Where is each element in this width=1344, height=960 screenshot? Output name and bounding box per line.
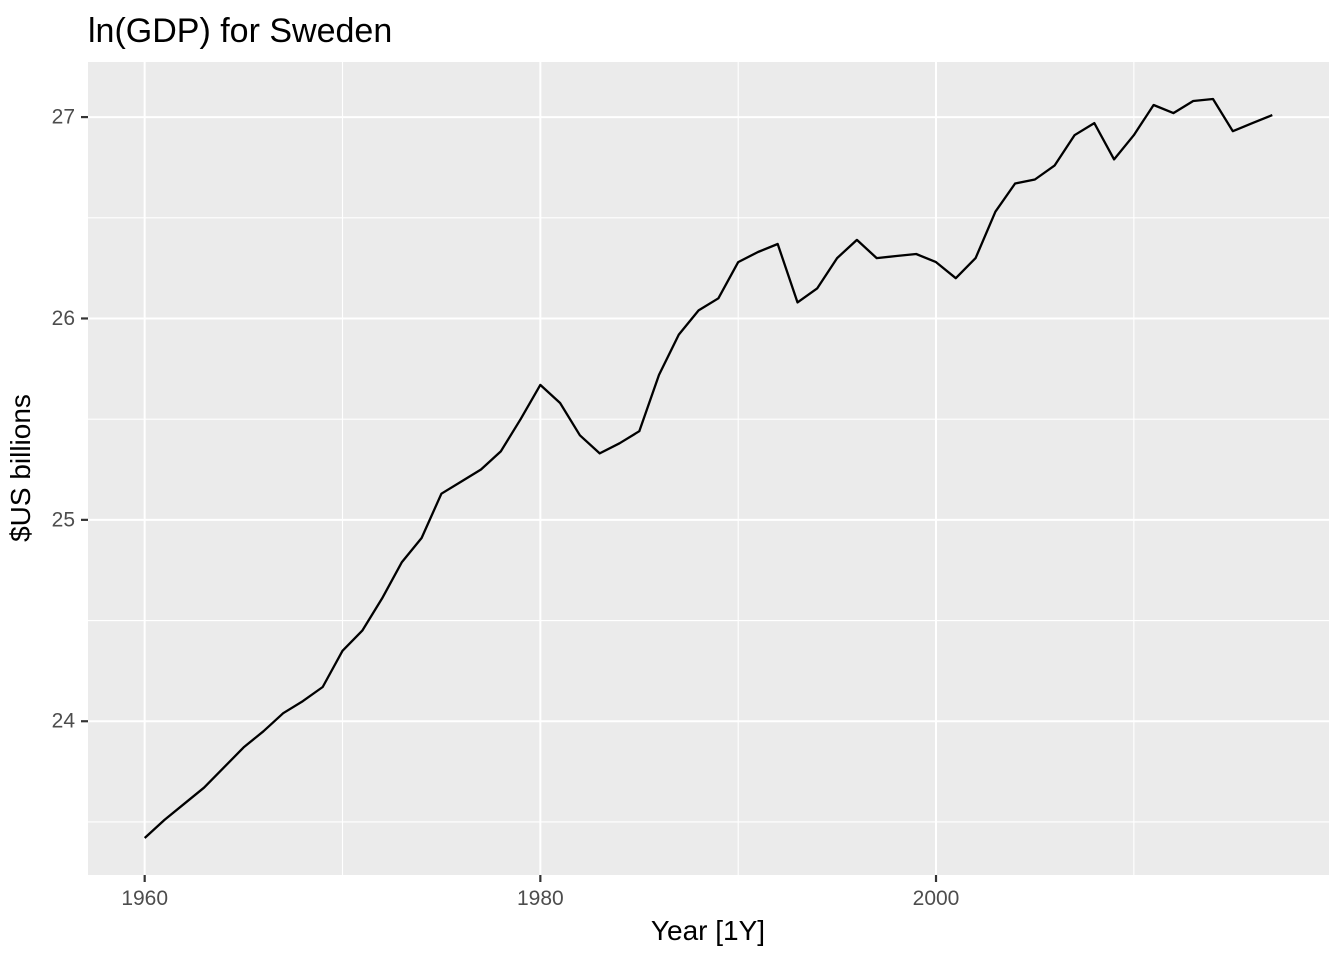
- x-tick-label: 2000: [913, 887, 960, 910]
- y-tick-label: 24: [52, 710, 76, 733]
- y-axis-title: $US billions: [5, 394, 36, 542]
- gdp-line-series: [143, 97, 1273, 839]
- axis-ticks: [81, 115, 938, 882]
- y-tick-label: 25: [52, 508, 75, 531]
- plot-panel: [88, 62, 1329, 875]
- y-tick-label: 26: [52, 307, 75, 330]
- x-tick-label: 1980: [517, 887, 564, 910]
- x-axis-title: Year [1Y]: [651, 915, 765, 946]
- axis-tick-labels: 1960 1980 2000 24 25 26 27: [52, 106, 960, 910]
- minor-gridlines: [88, 62, 1329, 875]
- major-gridlines: [88, 62, 1329, 875]
- y-tick-label: 27: [52, 106, 75, 129]
- chart-title: ln(GDP) for Sweden: [88, 12, 392, 50]
- x-tick-label: 1960: [121, 887, 168, 910]
